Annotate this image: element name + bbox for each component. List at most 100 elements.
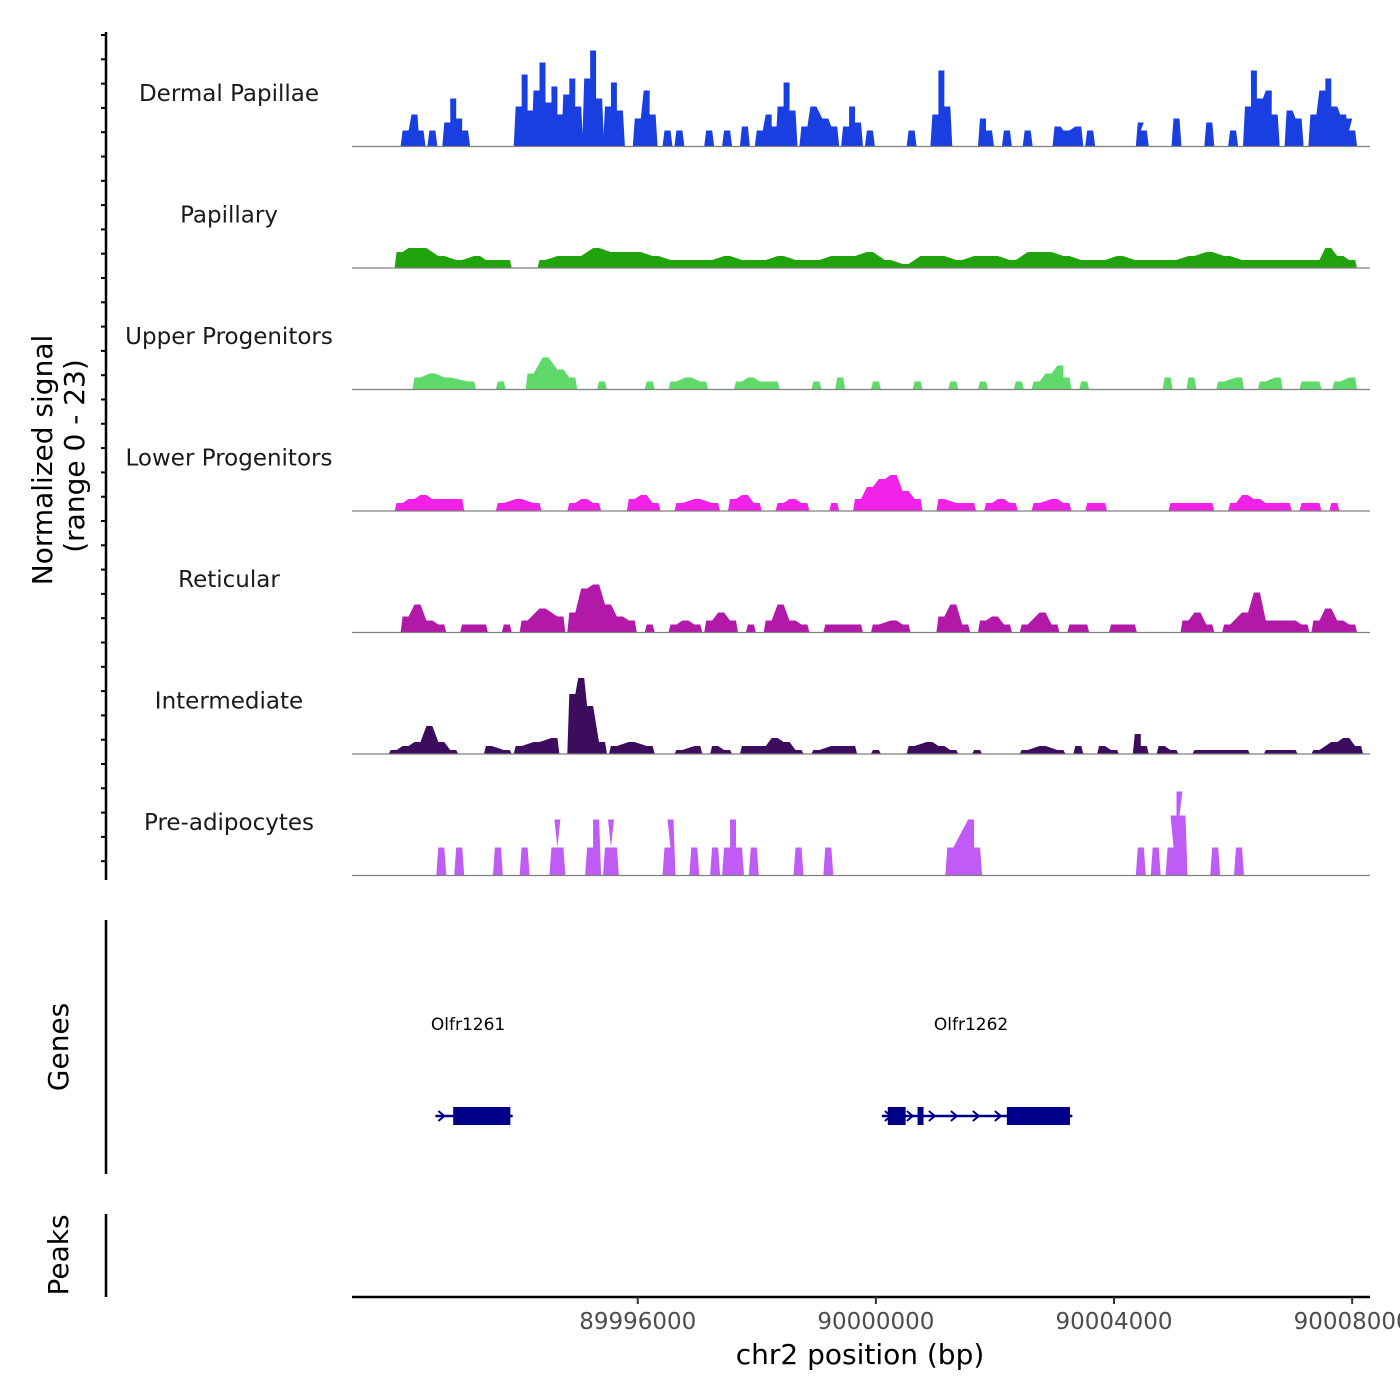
track-papillary: Papillary [180, 203, 1370, 269]
signal-peak [1013, 381, 1024, 390]
signal-peak [1243, 70, 1280, 147]
signal-peak [531, 62, 566, 147]
track-label: Pre-adipocytes [144, 810, 314, 836]
signal-peak [1210, 847, 1221, 876]
gene-annotation-panel: Olfr1261 Olfr1262 [431, 1015, 1073, 1125]
signal-peak [978, 616, 1012, 633]
signal-peak [668, 620, 703, 633]
signal-peak [1228, 495, 1292, 511]
signal-peak [704, 130, 715, 147]
signal-peak [460, 624, 488, 633]
signal-y-axis-ticks [101, 34, 106, 863]
track-intermediate: Intermediate [155, 678, 1370, 755]
signal-peak [930, 70, 953, 147]
x-axis-title: chr2 position (bp) [736, 1338, 985, 1371]
y-axis-subtitle: (range 0 - 23) [58, 359, 91, 553]
signal-peak [799, 106, 840, 147]
signal-peak [1299, 503, 1322, 511]
track-label: Lower Progenitors [126, 446, 333, 472]
signal-peak [1228, 130, 1239, 147]
signal-peak [722, 819, 744, 876]
signal-peak [1284, 110, 1304, 147]
signal-peak [728, 495, 762, 511]
signal-peak [835, 377, 846, 390]
signal-peak [1097, 746, 1119, 754]
signal-peak [1311, 608, 1358, 633]
track-label: Dermal Papillae [139, 81, 319, 107]
signal-peak [454, 847, 465, 876]
signal-peak [1329, 503, 1340, 511]
peaks-panel-title: Peaks [42, 1214, 75, 1295]
signal-peak [1234, 847, 1244, 876]
signal-peak [739, 126, 750, 147]
track-pre-adipocytes: Pre-adipocytes [144, 791, 1370, 877]
track-dermal-papillae: Dermal Papillae [139, 50, 1370, 148]
strand-arrow [437, 1110, 446, 1122]
signal-peak [567, 499, 602, 511]
signal-peak [400, 604, 447, 633]
signal-peak [870, 620, 911, 633]
signal-peak [388, 726, 459, 754]
signal-peak [704, 612, 738, 633]
strand-arrow [928, 1110, 937, 1122]
signal-peak [501, 624, 512, 633]
signal-peak [1019, 746, 1066, 754]
track-reticular: Reticular [178, 567, 1370, 634]
signal-peak [1165, 791, 1188, 876]
signal-peak [674, 130, 685, 147]
signal-peak [519, 847, 530, 876]
signal-peak [513, 738, 560, 754]
track-label: Upper Progenitors [125, 324, 333, 350]
signal-peak [567, 678, 607, 754]
signal-peak [442, 98, 471, 147]
strand-arrow [906, 1110, 915, 1122]
signal-peak [793, 847, 804, 876]
signal-peak [710, 746, 733, 754]
signal-peak [739, 738, 804, 754]
signal-peak [864, 130, 875, 147]
signal-peak [870, 381, 881, 390]
track-label: Papillary [180, 203, 278, 229]
signal-peak [1344, 118, 1358, 147]
signal-peak [1168, 503, 1215, 511]
signal-peak [495, 499, 542, 511]
signal-peak [427, 130, 438, 147]
signal-peak [585, 819, 602, 876]
signal-peak [1192, 750, 1250, 754]
signal-peak [1308, 78, 1349, 147]
signal-peak [978, 381, 988, 390]
signal-peak [906, 742, 959, 754]
signal-peak [1180, 612, 1215, 633]
signal-peak [912, 381, 923, 390]
signal-peak [394, 495, 465, 511]
signal-peak [1109, 624, 1137, 633]
track-label: Intermediate [155, 689, 303, 715]
signal-peak [722, 130, 733, 147]
signal-peak [1085, 130, 1096, 147]
signal-peak [689, 847, 700, 876]
gene-exon [1006, 1107, 1070, 1125]
signal-peak [674, 499, 721, 511]
signal-peak [674, 746, 703, 754]
signal-peak [662, 130, 673, 147]
signal-peak [1001, 130, 1012, 147]
signal-peak [1085, 503, 1108, 511]
signal-peak [483, 746, 512, 754]
signal-peak [1150, 847, 1161, 876]
signal-peak [978, 118, 994, 147]
signal-peak [853, 475, 923, 511]
signal-peak [1135, 122, 1149, 147]
signal-peak [945, 819, 983, 876]
gene-olfr1262: Olfr1262 [881, 1015, 1073, 1125]
signal-peak [754, 114, 780, 147]
signal-peak [495, 381, 506, 390]
signal-peak [644, 624, 655, 633]
signal-peak [1171, 118, 1182, 147]
signal-peak [1052, 126, 1084, 147]
track-upper-progenitors: Upper Progenitors [125, 324, 1370, 391]
strand-arrow [950, 1110, 959, 1122]
gene-label: Olfr1261 [431, 1015, 505, 1035]
signal-peak [561, 78, 584, 147]
x-tick-label: 90008000 [1294, 1309, 1400, 1335]
